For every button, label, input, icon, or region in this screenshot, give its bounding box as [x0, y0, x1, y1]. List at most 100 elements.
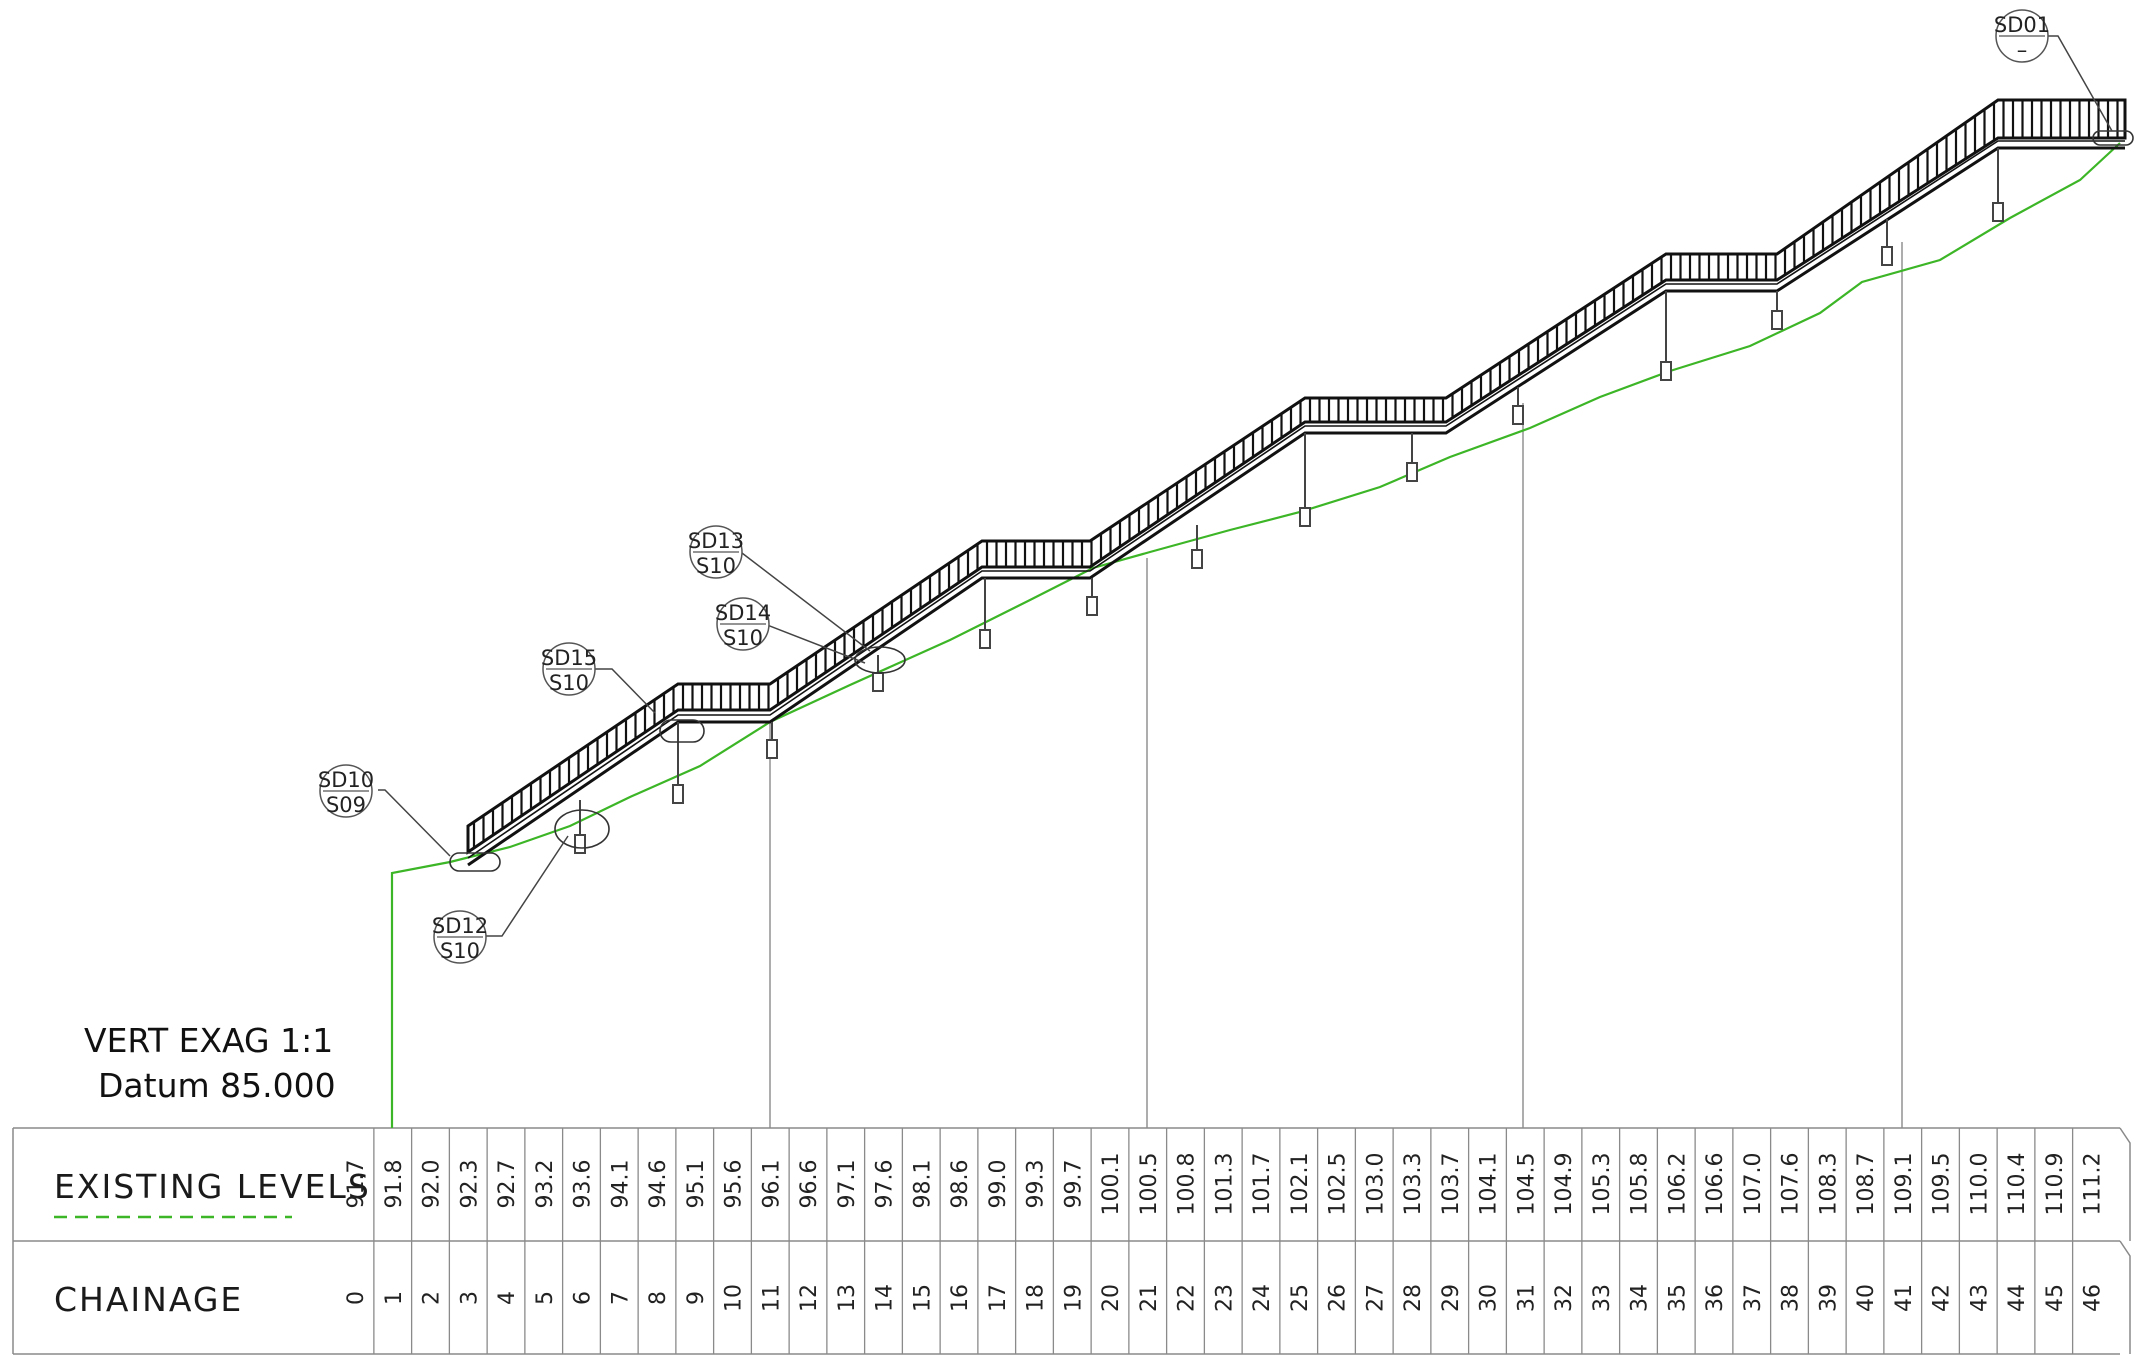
existing-level-value: 95.1 [684, 1160, 709, 1209]
chainage-value: 39 [1816, 1284, 1841, 1312]
chainage-value: 23 [1212, 1284, 1237, 1312]
existing-level-value: 110.4 [2005, 1153, 2030, 1216]
section-tag-sd12: SD12 S10 [432, 910, 488, 964]
existing-level-value: 91.8 [382, 1160, 407, 1209]
chainage-value: 16 [948, 1284, 973, 1312]
chainage-value: 24 [1250, 1284, 1275, 1312]
chainage-value: 3 [457, 1291, 482, 1305]
existing-level-value: 105.8 [1628, 1153, 1653, 1216]
chainage-value: 34 [1628, 1284, 1653, 1312]
chainage-value: 4 [495, 1291, 520, 1305]
chainage-value: 31 [1514, 1284, 1539, 1312]
existing-level-value: 93.6 [571, 1160, 596, 1209]
chainage-value: 7 [608, 1291, 633, 1305]
chainage-value: 42 [1930, 1284, 1955, 1312]
section-tag-bottom: S10 [440, 939, 480, 963]
chainage-value: 20 [1099, 1284, 1124, 1312]
existing-level-value: 104.1 [1477, 1153, 1502, 1216]
existing-level-value: 108.3 [1816, 1153, 1841, 1216]
existing-levels-label: EXISTING LEVELS [54, 1167, 371, 1206]
chainage-value: 1 [382, 1291, 407, 1305]
existing-level-value: 94.6 [646, 1160, 671, 1209]
section-tag-bottom: S10 [696, 554, 736, 578]
existing-level-value: 97.1 [835, 1160, 860, 1209]
chainage-value: 8 [646, 1291, 671, 1305]
existing-level-value: 107.0 [1741, 1153, 1766, 1216]
chainage-value: 29 [1439, 1284, 1464, 1312]
chainage-reference-lines [391, 242, 1903, 1128]
post-footing [1191, 549, 1203, 569]
existing-level-value: 108.7 [1854, 1153, 1879, 1216]
section-tag-sd15: SD15 S10 [541, 642, 597, 696]
section-tag-bottom: S10 [549, 671, 589, 695]
post-footing [1512, 405, 1524, 425]
level-table [12, 1127, 2131, 1355]
chainage-value: 19 [1061, 1284, 1086, 1312]
post-footing [872, 672, 884, 692]
existing-level-value: 111.2 [2081, 1153, 2106, 1216]
existing-level-value: 98.1 [910, 1160, 935, 1209]
section-tag-top: SD12 [432, 914, 488, 938]
detail-callout-outlines [449, 130, 2134, 872]
existing-level-value: 100.8 [1175, 1153, 1200, 1216]
chainage-value: 14 [873, 1284, 898, 1312]
chainage-value: 36 [1703, 1284, 1728, 1312]
chainage-value: 33 [1590, 1284, 1615, 1312]
chainage-value: 28 [1401, 1284, 1426, 1312]
existing-level-value: 102.5 [1326, 1153, 1351, 1216]
existing-level-value: 103.7 [1439, 1153, 1464, 1216]
existing-level-value: 106.2 [1665, 1153, 1690, 1216]
chainage-value: 0 [344, 1291, 369, 1305]
chainage-value: 40 [1854, 1284, 1879, 1312]
existing-level-value: 92.0 [420, 1160, 445, 1209]
post-footing [574, 834, 586, 854]
chainage-value: 18 [1024, 1284, 1049, 1312]
section-tag-top: SD13 [688, 529, 744, 553]
chainage-value: 46 [2081, 1284, 2106, 1312]
section-tag-bottom: – [2017, 38, 2028, 62]
chainage-value: 32 [1552, 1284, 1577, 1312]
chainage-value: 21 [1137, 1284, 1162, 1312]
chainage-value: 37 [1741, 1284, 1766, 1312]
existing-level-value: 99.3 [1024, 1160, 1049, 1209]
post-footing [672, 784, 684, 804]
section-tag-top: SD15 [541, 646, 597, 670]
chainage-value: 30 [1477, 1284, 1502, 1312]
existing-level-value: 96.1 [759, 1160, 784, 1209]
chainage-value: 11 [759, 1284, 784, 1312]
post-footing [766, 739, 778, 759]
chainage-value: 6 [571, 1291, 596, 1305]
existing-level-value: 109.1 [1892, 1153, 1917, 1216]
chainage-value: 5 [533, 1291, 558, 1305]
existing-level-value: 103.3 [1401, 1153, 1426, 1216]
vert-exag-label: VERT EXAG 1:1 [84, 1021, 333, 1060]
existing-level-value: 103.0 [1363, 1153, 1388, 1216]
existing-level-value: 104.9 [1552, 1153, 1577, 1216]
chainage-value: 2 [420, 1291, 445, 1305]
chainage-label: CHAINAGE [54, 1280, 243, 1319]
chainage-value: 44 [2005, 1284, 2030, 1312]
section-tag-bottom: S09 [326, 793, 366, 817]
chainage-value: 27 [1363, 1284, 1388, 1312]
existing-level-value: 102.1 [1288, 1153, 1313, 1216]
section-tag-top: SD14 [715, 601, 771, 625]
chainage-value: 35 [1665, 1284, 1690, 1312]
section-tag-sd10: SD10 S09 [318, 764, 374, 818]
post-footing [1299, 507, 1311, 527]
chainage-value: 41 [1892, 1284, 1917, 1312]
existing-level-value: 98.6 [948, 1160, 973, 1209]
section-tag-sd01: SD01 – [1994, 9, 2050, 63]
chainage-value: 22 [1175, 1284, 1200, 1312]
existing-level-value: 99.0 [986, 1160, 1011, 1209]
level-table-cells: 91.7 0 91.8 1 92.0 2 92.3 3 92.7 4 93.2 5 93.6 6 94.1 7… [344, 1128, 2106, 1354]
existing-level-value: 99.7 [1061, 1160, 1086, 1209]
chainage-value: 13 [835, 1284, 860, 1312]
section-tag-sd14: SD14 S10 [715, 597, 771, 651]
existing-level-value: 100.1 [1099, 1153, 1124, 1216]
section-tag-bottom: S10 [723, 626, 763, 650]
existing-level-value: 96.6 [797, 1160, 822, 1209]
existing-level-value: 92.7 [495, 1160, 520, 1209]
datum-label: Datum 85.000 [98, 1066, 336, 1105]
handrail-balusters [472, 100, 2119, 848]
chainage-value: 26 [1326, 1284, 1351, 1312]
